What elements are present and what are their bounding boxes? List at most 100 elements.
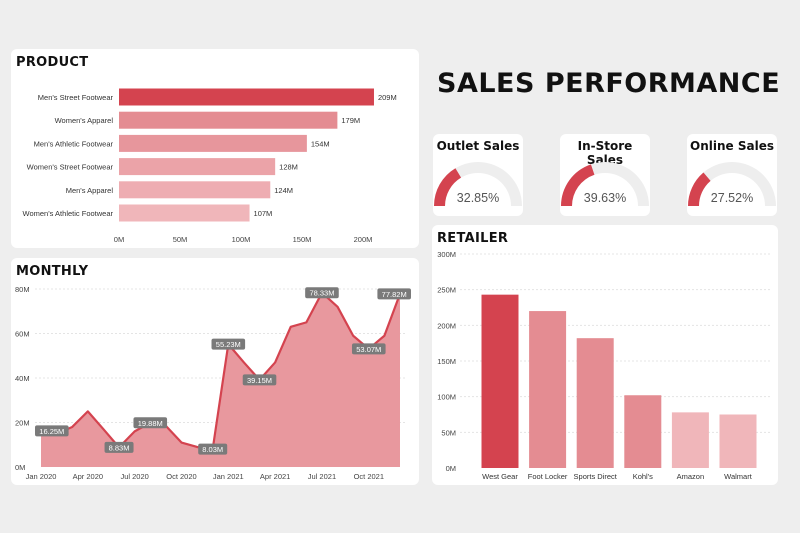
- retailer-category-label: Amazon: [677, 472, 705, 481]
- product-x-tick-label: 150M: [293, 235, 312, 244]
- product-x-tick-label: 0M: [114, 235, 124, 244]
- product-category-label: Men's Athletic Footwear: [34, 139, 114, 148]
- retailer-category-label: West Gear: [482, 472, 518, 481]
- retailer-y-tick-label: 150M: [437, 357, 456, 366]
- retailer-bar: [529, 311, 567, 468]
- product-x-tick-label: 200M: [354, 235, 373, 244]
- monthly-data-label: 53.07M: [356, 345, 381, 354]
- product-data-label: 179M: [341, 116, 360, 125]
- page-title: SALES PERFORMANCE: [437, 68, 781, 99]
- monthly-data-label-box: [305, 287, 339, 299]
- monthly-data-label: 55.23M: [216, 340, 241, 349]
- monthly-x-tick-label: Oct 2021: [354, 472, 384, 481]
- retailer-bar: [576, 338, 614, 468]
- monthly-data-label: 39.15M: [247, 376, 272, 385]
- monthly-chart-title: MONTHLY: [16, 264, 89, 279]
- product-data-label: 124M: [274, 186, 293, 195]
- monthly-chart-card: MONTHLY 0M 20M 40M 60M 80M 16.25M 8.83M 19.88M 8…: [11, 258, 419, 485]
- outlet-sales-label: Outlet Sales: [436, 139, 520, 153]
- retailer-y-tick-label: 300M: [437, 250, 456, 259]
- monthly-x-tick-label: Jan 2020: [26, 472, 57, 481]
- monthly-area-fill: [41, 292, 400, 467]
- retailer-y-tick-label: 200M: [437, 321, 456, 330]
- retailer-category-label: Kohl's: [633, 472, 653, 481]
- monthly-data-label: 8.03M: [202, 445, 223, 454]
- in-store-sales-card: In-Store Sales 39.63%: [560, 134, 650, 216]
- product-data-label: 107M: [254, 209, 273, 218]
- online-sales-label: Online Sales: [690, 139, 774, 153]
- in-store-sales-gauge: 39.63%: [561, 162, 649, 206]
- monthly-data-label-box: [377, 288, 411, 300]
- retailer-chart-title: RETAILER: [437, 231, 509, 246]
- monthly-data-label-box: [242, 374, 277, 386]
- gauge-value-label: 32.85%: [457, 191, 499, 205]
- monthly-y-tick-label: 20M: [15, 419, 30, 428]
- monthly-data-label-box: [198, 443, 228, 455]
- product-category-label: Women's Apparel: [55, 116, 114, 125]
- monthly-x-tick-label: Jul 2021: [308, 472, 336, 481]
- product-category-label: Women's Athletic Footwear: [23, 209, 114, 218]
- product-x-tick-label: 100M: [232, 235, 251, 244]
- retailer-category-label: Foot Locker: [528, 472, 568, 481]
- product-data-label: 154M: [311, 139, 330, 148]
- retailer-category-label: Sports Direct: [574, 472, 618, 481]
- product-bar-chart: Men's Street Footwear 209M Women's Apparel…: [23, 88, 397, 244]
- monthly-y-tick-label: 60M: [15, 330, 30, 339]
- monthly-data-label: 8.83M: [109, 443, 130, 452]
- product-bar: [119, 181, 271, 199]
- product-category-label: Women's Street Footwear: [27, 163, 114, 172]
- retailer-y-tick-label: 0M: [446, 464, 456, 473]
- monthly-data-label: 78.33M: [309, 289, 334, 298]
- outlet-sales-card: Outlet Sales 32.85%: [433, 134, 523, 216]
- monthly-data-label: 19.88M: [138, 419, 163, 428]
- monthly-x-tick-label: Jan 2021: [213, 472, 244, 481]
- gauge-value-arc: [434, 168, 462, 206]
- monthly-series-line: [40, 291, 402, 451]
- product-bar: [119, 158, 276, 176]
- product-data-label: 209M: [378, 93, 397, 102]
- monthly-y-tick-label: 80M: [15, 285, 30, 294]
- monthly-x-tick-label: Apr 2020: [73, 472, 103, 481]
- monthly-data-label-box: [351, 343, 386, 355]
- outlet-sales-gauge: 32.85%: [434, 162, 522, 206]
- product-data-label: 128M: [279, 163, 298, 172]
- retailer-bar: [719, 414, 757, 468]
- product-bar: [119, 88, 374, 106]
- monthly-data-label: 77.82M: [382, 290, 407, 299]
- monthly-x-tick-label: Jul 2020: [120, 472, 148, 481]
- gauge-track: [688, 162, 776, 206]
- monthly-data-label-box: [35, 425, 69, 437]
- online-sales-card: Online Sales 27.52%: [687, 134, 777, 216]
- product-chart-card: PRODUCT Men's Street Footwear 209M Women's…: [11, 49, 419, 248]
- retailer-bar-chart: 0M 50M 100M 150M 200M 250M 300M West Gear Foot L…: [437, 250, 772, 481]
- retailer-y-tick-label: 100M: [437, 393, 456, 402]
- retailer-category-label: Walmart: [724, 472, 753, 481]
- gauge-value-arc: [688, 172, 711, 206]
- product-category-label: Men's Apparel: [66, 186, 114, 195]
- monthly-data-label: 16.25M: [39, 427, 64, 436]
- monthly-data-label-box: [211, 338, 246, 350]
- retailer-chart-card: RETAILER 0M 50M 100M 150M 200M 250M 300M West G…: [432, 225, 778, 485]
- monthly-y-tick-label: 40M: [15, 374, 30, 383]
- monthly-area-chart: 0M 20M 40M 60M 80M 16.25M 8.83M 19.88M 8.03M 55.2…: [15, 285, 411, 481]
- gauge-value-label: 39.63%: [584, 191, 626, 205]
- retailer-bar: [671, 412, 709, 468]
- online-sales-gauge: 27.52%: [688, 162, 776, 206]
- monthly-x-tick-label: Apr 2021: [260, 472, 290, 481]
- retailer-bar: [624, 395, 662, 468]
- retailer-y-tick-label: 250M: [437, 286, 456, 295]
- gauge-value-arc: [561, 164, 595, 206]
- gauge-value-label: 27.52%: [711, 191, 753, 205]
- retailer-y-tick-label: 50M: [441, 428, 456, 437]
- monthly-y-tick-label: 0M: [15, 463, 25, 472]
- product-category-label: Men's Street Footwear: [38, 93, 114, 102]
- product-bar: [119, 204, 250, 222]
- product-x-tick-label: 50M: [173, 235, 188, 244]
- monthly-data-label-box: [104, 441, 134, 453]
- product-bar: [119, 134, 307, 152]
- product-bar: [119, 111, 338, 129]
- monthly-data-label-box: [133, 417, 168, 429]
- monthly-x-tick-label: Oct 2020: [166, 472, 196, 481]
- retailer-bar: [481, 294, 519, 468]
- product-chart-title: PRODUCT: [16, 55, 89, 70]
